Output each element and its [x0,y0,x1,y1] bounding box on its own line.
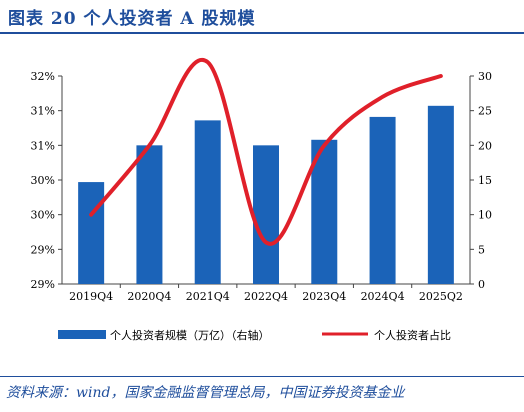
left-tick-label: 29% [31,278,55,291]
bar [427,105,454,285]
legend-bar-swatch [58,330,106,339]
x-tick-label: 2025Q2 [419,290,463,303]
x-tick-label: 2022Q4 [244,290,288,303]
x-tick-label: 2024Q4 [361,290,405,303]
bar [369,116,396,284]
page-title: 图表 20 个人投资者 A 股规模 [8,9,256,29]
bar [194,120,221,284]
source-divider [0,376,524,377]
right-tick-label: 20 [478,139,492,152]
x-tick-label: 2020Q4 [127,290,171,303]
left-tick-label: 31% [31,139,55,152]
right-tick-label: 5 [478,243,485,256]
right-tick-label: 30 [478,70,492,83]
left-tick-label: 30% [31,209,55,222]
share-line [89,57,443,246]
left-tick-label: 32% [31,70,55,83]
left-tick-label: 30% [31,174,55,187]
plot-area: 29% 0 29% 5 30% 10 30% 15 31% 20 31% 25 32% 30 2019Q4 2… [31,57,492,303]
x-tick-label: 2019Q4 [69,290,113,303]
x-tick-label: 2023Q4 [302,290,346,303]
source-note: 资料来源：wind，国家金融监督管理总局，中国证券投资基金业 [6,385,405,401]
left-tick-label: 31% [31,105,55,118]
right-tick-label: 25 [478,105,492,118]
bar [253,145,279,284]
left-tick-label: 29% [31,243,55,256]
x-tick-label: 2021Q4 [186,290,230,303]
bar [78,182,105,284]
legend-label-line: 个人投资者占比 [374,328,451,342]
bar [136,145,163,284]
right-tick-label: 10 [478,209,492,222]
right-tick-label: 0 [478,278,485,291]
legend-label-bar: 个人投资者规模（万亿）（右轴） [110,328,270,342]
bar-line-chart: 29% 0 29% 5 30% 10 30% 15 31% 20 31% 25 32% 30 2019Q4 2… [31,57,492,342]
legend: 个人投资者规模（万亿）（右轴） 个人投资者占比 [58,328,451,342]
title-divider [0,32,524,34]
right-tick-label: 15 [478,174,492,187]
